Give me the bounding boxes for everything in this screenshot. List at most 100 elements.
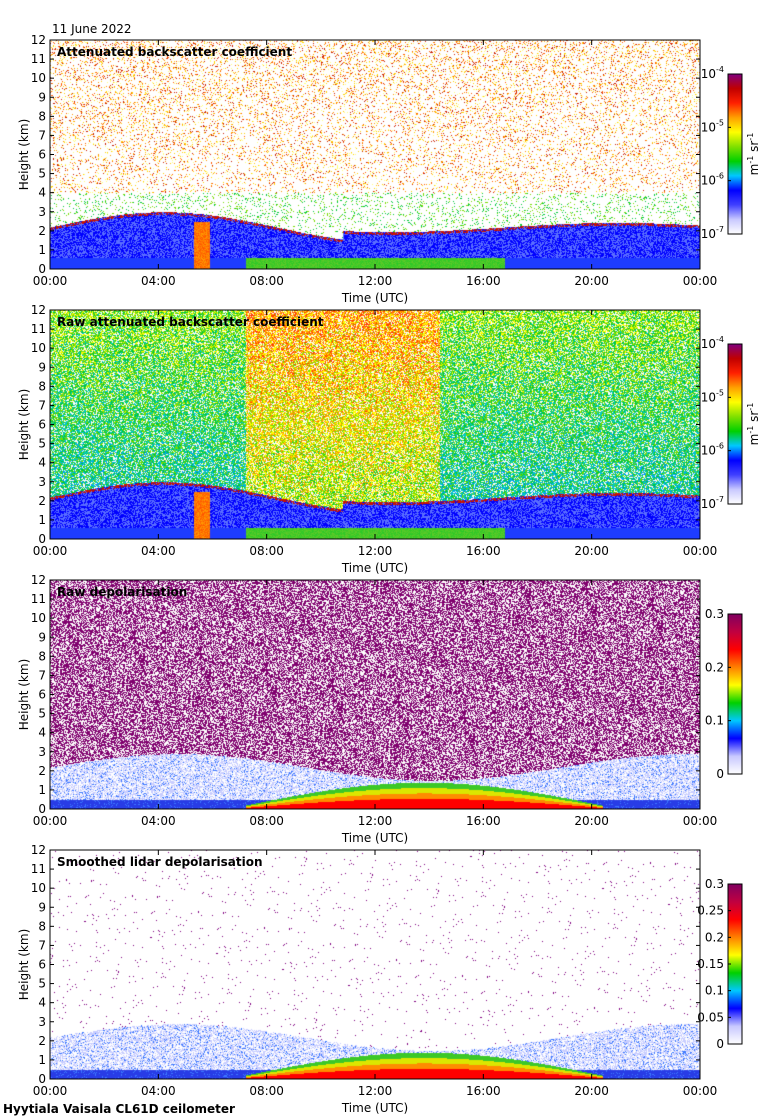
x-tick-label: 16:00 [466, 274, 501, 288]
y-tick-label: 1 [38, 513, 46, 527]
colorbar-tick-label: 0.05 [697, 1010, 724, 1024]
y-tick-label: 4 [38, 456, 46, 470]
y-tick-label: 1 [38, 783, 46, 797]
date-label: 11 June 2022 [52, 22, 132, 36]
x-axis-label: Time (UTC) [341, 561, 408, 575]
colorbar-tick-label: 10-5 [701, 388, 724, 404]
x-tick-label: 16:00 [466, 544, 501, 558]
colorbar-tick-label: 10-7 [701, 495, 724, 511]
y-tick-label: 7 [38, 128, 46, 142]
colorbar-tick-label: 0.1 [705, 714, 724, 728]
colorbar-tick-exponent: -5 [716, 118, 724, 127]
y-tick-label: 2 [38, 224, 46, 238]
colorbar-tick-exponent: -4 [716, 335, 724, 344]
panel-4: Smoothed lidar depolarisation01234567891… [17, 843, 743, 1115]
x-tick-label: 04:00 [141, 814, 176, 828]
unit-exponent: -1 [746, 426, 755, 434]
y-tick-label: 9 [38, 90, 46, 104]
footer-instrument-label: Hyytiala Vaisala CL61D ceilometer [3, 1102, 235, 1116]
y-tick-label: 0 [38, 802, 46, 816]
colorbar-tick-label: 0.1 [705, 984, 724, 998]
y-tick-label: 6 [38, 148, 46, 162]
unit-part: sr [747, 411, 761, 426]
y-tick-label: 8 [38, 109, 46, 123]
colorbar-tick-label: 0 [716, 767, 724, 781]
y-tick-label: 5 [38, 167, 46, 181]
x-tick-label: 00:00 [33, 274, 68, 288]
x-tick-label: 00:00 [683, 814, 718, 828]
y-tick-label: 4 [38, 726, 46, 740]
panel-1: Attenuated backscatter coefficient012345… [17, 33, 761, 305]
y-tick-label: 11 [31, 592, 46, 606]
y-tick-label: 0 [38, 1072, 46, 1086]
y-tick-label: 2 [38, 764, 46, 778]
heatmap-image [50, 580, 700, 809]
x-tick-label: 12:00 [358, 544, 393, 558]
x-tick-label: 12:00 [358, 814, 393, 828]
colorbar-tick-label: 0.3 [705, 877, 724, 891]
colorbar-tick-label: 10-4 [701, 335, 724, 351]
x-tick-label: 00:00 [33, 544, 68, 558]
y-tick-label: 8 [38, 379, 46, 393]
y-tick-label: 3 [38, 205, 46, 219]
x-axis-label: Time (UTC) [341, 831, 408, 845]
y-tick-label: 11 [31, 52, 46, 66]
y-tick-label: 11 [31, 862, 46, 876]
x-tick-label: 12:00 [358, 274, 393, 288]
y-tick-label: 2 [38, 494, 46, 508]
colorbar-tick-exponent: -4 [716, 65, 724, 74]
y-tick-label: 10 [31, 71, 46, 85]
y-tick-label: 12 [31, 843, 46, 857]
panel-title: Attenuated backscatter coefficient [57, 45, 292, 59]
colorbar-tick-exponent: -7 [716, 495, 724, 504]
colorbar-tick-label: 10-6 [701, 442, 724, 458]
y-tick-label: 10 [31, 611, 46, 625]
panel-title: Raw depolarisation [57, 585, 187, 599]
y-tick-label: 12 [31, 573, 46, 587]
unit-part: m [747, 434, 761, 446]
y-tick-label: 6 [38, 958, 46, 972]
colorbar-unit-label: m-1 sr-1 [746, 403, 761, 446]
colorbar-tick-label: 0.15 [697, 957, 724, 971]
y-axis-label: Height (km) [17, 659, 31, 730]
x-tick-label: 04:00 [141, 544, 176, 558]
y-tick-label: 3 [38, 475, 46, 489]
x-tick-label: 08:00 [249, 274, 284, 288]
x-tick-label: 00:00 [683, 274, 718, 288]
y-tick-label: 7 [38, 938, 46, 952]
colorbar-tick-label: 0.3 [705, 607, 724, 621]
y-tick-label: 5 [38, 437, 46, 451]
y-tick-label: 0 [38, 262, 46, 276]
x-tick-label: 00:00 [683, 544, 718, 558]
y-tick-label: 6 [38, 688, 46, 702]
y-tick-label: 11 [31, 322, 46, 336]
colorbar [727, 343, 743, 505]
y-tick-label: 5 [38, 977, 46, 991]
colorbar-tick-label: 0.2 [705, 660, 724, 674]
heatmap-image [50, 850, 700, 1079]
heatmap-image [50, 40, 700, 269]
y-tick-label: 4 [38, 996, 46, 1010]
colorbar [727, 613, 743, 775]
x-tick-label: 20:00 [574, 814, 609, 828]
y-axis-label: Height (km) [17, 119, 31, 190]
unit-exponent: -1 [746, 156, 755, 164]
y-tick-label: 12 [31, 33, 46, 47]
colorbar-tick-label: 0.25 [697, 904, 724, 918]
y-tick-label: 9 [38, 360, 46, 374]
colorbar [727, 73, 743, 235]
heatmap-image [50, 310, 700, 539]
colorbar-unit-label: m-1 sr-1 [746, 133, 761, 176]
y-tick-label: 3 [38, 1015, 46, 1029]
x-tick-label: 04:00 [141, 1084, 176, 1098]
panel-title: Smoothed lidar depolarisation [57, 855, 263, 869]
y-tick-label: 0 [38, 532, 46, 546]
colorbar-tick-label: 0.2 [705, 930, 724, 944]
y-tick-label: 1 [38, 243, 46, 257]
y-tick-label: 2 [38, 1034, 46, 1048]
x-axis-label: Time (UTC) [341, 1101, 408, 1115]
y-tick-label: 9 [38, 900, 46, 914]
y-tick-label: 9 [38, 630, 46, 644]
